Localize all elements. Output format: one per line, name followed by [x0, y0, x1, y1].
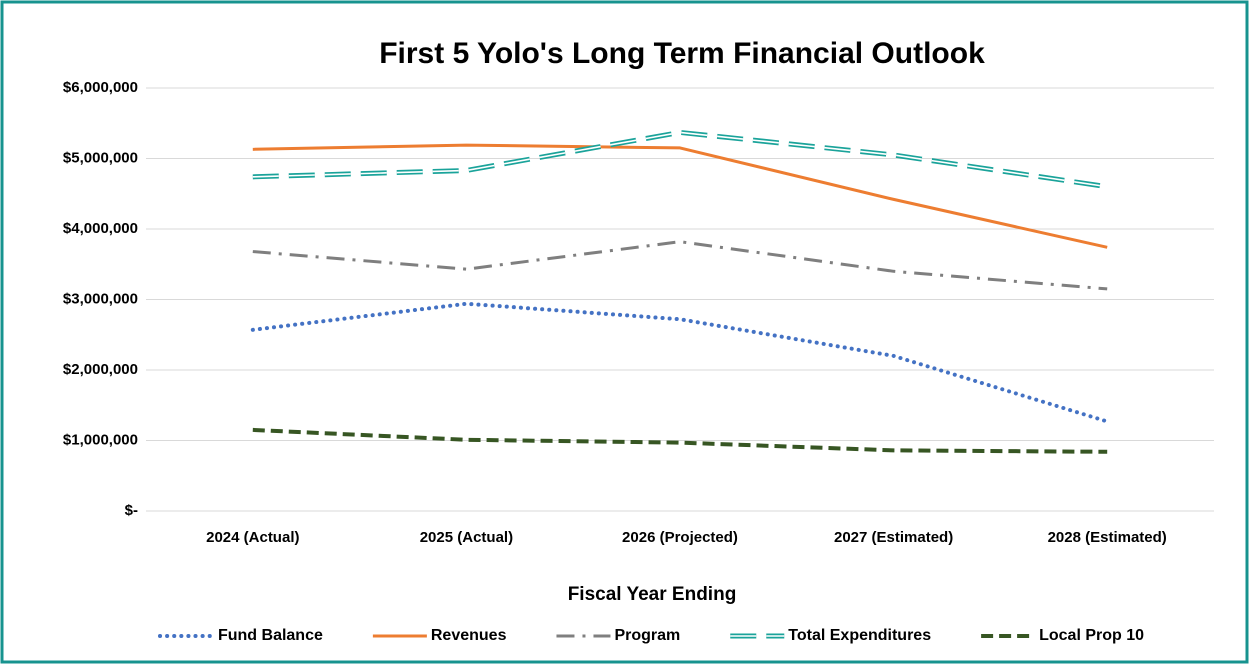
x-tick-label: 2024 (Actual): [206, 529, 299, 546]
y-tick-label: $-: [125, 502, 138, 519]
legend-label: Local Prop 10: [1039, 627, 1144, 644]
x-tick-label: 2027 (Estimated): [834, 529, 953, 546]
x-tick-label: 2025 (Actual): [420, 529, 513, 546]
x-tick-label: 2028 (Estimated): [1048, 529, 1167, 546]
chart-title: First 5 Yolo's Long Term Financial Outlo…: [379, 37, 985, 70]
y-tick-label: $1,000,000: [63, 431, 138, 448]
legend-label: Fund Balance: [218, 627, 323, 644]
series-line: [250, 301, 1110, 424]
legend-label: Total Expenditures: [788, 627, 931, 644]
y-tick-label: $5,000,000: [63, 149, 138, 166]
series-line: [252, 240, 1108, 291]
series-line: [252, 143, 1108, 249]
x-tick-label: 2026 (Projected): [622, 529, 738, 546]
legend-label: Program: [614, 627, 680, 644]
y-tick-label: $4,000,000: [63, 220, 138, 237]
y-tick-label: $6,000,000: [63, 79, 138, 96]
series-line: [252, 427, 1108, 454]
y-tick-label: $2,000,000: [63, 361, 138, 378]
y-tick-label: $3,000,000: [63, 290, 138, 307]
x-axis-title: Fiscal Year Ending: [568, 584, 737, 605]
legend-label: Revenues: [431, 627, 507, 644]
